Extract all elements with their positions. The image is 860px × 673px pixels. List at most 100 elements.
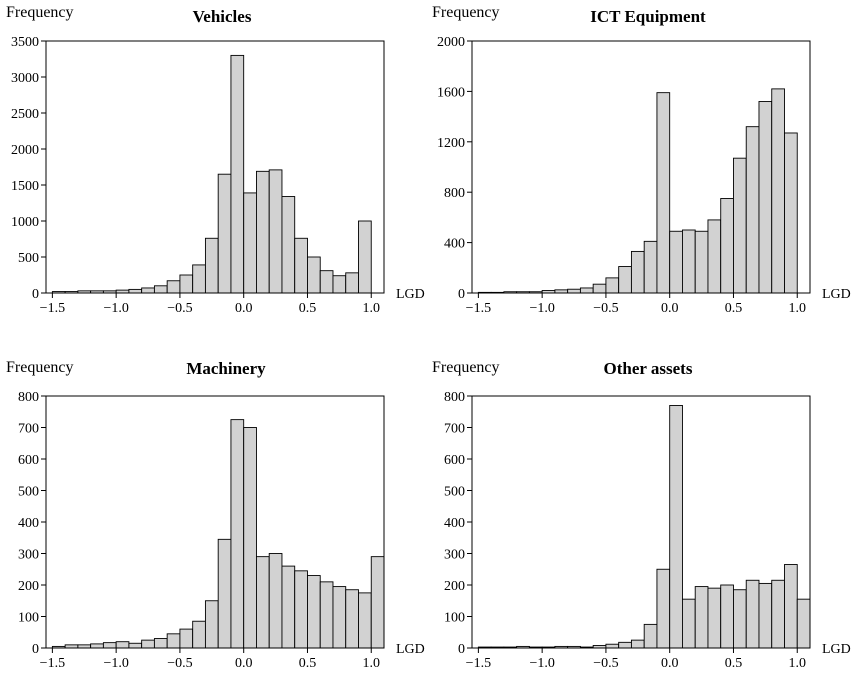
histogram-bar [758, 582, 773, 649]
x-tick-label: −1.0 [103, 656, 128, 671]
y-axis-label: Frequency [6, 359, 74, 376]
histogram-bar [643, 623, 658, 649]
x-tick-label: −1.5 [40, 301, 65, 316]
x-tick-label: −0.5 [593, 656, 618, 671]
y-tick-label: 100 [444, 611, 465, 626]
chart-title: ICT Equipment [590, 7, 706, 26]
x-tick-label: −1.0 [529, 301, 554, 316]
y-tick-label: 1500 [11, 179, 39, 194]
y-tick-label: 3000 [11, 71, 39, 86]
histogram-bar [307, 256, 321, 294]
y-tick-label: 2500 [11, 107, 39, 122]
histogram-bar [643, 240, 658, 294]
y-tick-label: 500 [18, 485, 39, 500]
histogram-bar [720, 198, 734, 294]
histogram-bar [682, 229, 696, 294]
histogram-bar [771, 579, 785, 649]
histogram-bar [294, 237, 308, 294]
x-tick-label: −0.5 [593, 301, 618, 316]
histogram-bar [694, 230, 709, 294]
chart-title: Machinery [186, 359, 266, 378]
histogram-bar [656, 92, 671, 294]
x-tick-label: −1.0 [529, 656, 554, 671]
histogram-bar [370, 556, 385, 649]
histogram-bar [294, 570, 308, 649]
histogram-bar [230, 54, 245, 294]
histogram-bar [307, 575, 321, 649]
y-axis-label: Frequency [6, 4, 74, 21]
x-tick-label: −1.5 [466, 656, 491, 671]
y-tick-label: 600 [18, 453, 39, 468]
y-tick-label: 0 [458, 642, 465, 657]
x-axis-label: LGD [822, 642, 851, 657]
x-tick-label: 0.0 [661, 656, 679, 671]
y-tick-label: 400 [444, 237, 465, 252]
histogram-bar [153, 285, 168, 294]
histogram-bar [179, 628, 194, 649]
histogram-bar [605, 643, 620, 649]
chart-panel-1: 0 500 1000 1500 2000 2500 3000 3500 −1.5 −1.0 −0.5… [6, 4, 425, 316]
x-tick-label: 0.0 [235, 301, 253, 316]
histogram-bar [758, 101, 773, 294]
y-tick-label: 3500 [11, 35, 39, 50]
chart-panel-2: 0 400 800 1200 1600 2000 −1.5 −1.0 −0.5 0.0 0.5 1.0… [432, 4, 851, 316]
y-tick-label: 0 [32, 287, 39, 302]
plot-frame [471, 40, 811, 294]
x-tick-label: 0.5 [725, 656, 743, 671]
x-tick-label: 1.0 [788, 301, 806, 316]
plot-frame [45, 40, 385, 294]
x-tick-label: 0.5 [299, 301, 317, 316]
y-tick-label: 1000 [11, 215, 39, 230]
histogram-bar [618, 641, 632, 649]
histogram-bar [115, 641, 130, 649]
histogram-bar [102, 642, 117, 649]
x-axis-label: LGD [822, 287, 851, 302]
histogram-bar [618, 266, 632, 294]
y-tick-label: 0 [32, 642, 39, 657]
x-tick-label: 0.5 [299, 656, 317, 671]
y-tick-label: 700 [444, 422, 465, 437]
histogram-bar [345, 272, 359, 294]
histogram-bar [332, 586, 347, 649]
histogram-bar [707, 219, 722, 294]
chart-panel-4: 0 100 200 300 400 500 600 700 800 −1.5 −1.0 −0.5 0.0… [432, 359, 851, 671]
histogram-bar [217, 538, 232, 649]
y-tick-label: 700 [18, 422, 39, 437]
x-tick-label: −1.5 [40, 656, 65, 671]
histogram-bar [669, 230, 683, 294]
histogram-bar [166, 280, 181, 294]
x-tick-label: 1.0 [788, 656, 806, 671]
histogram-bar [281, 196, 296, 294]
x-tick-label: 0.0 [235, 656, 253, 671]
y-tick-label: 100 [18, 611, 39, 626]
histogram-bar [345, 589, 359, 649]
histogram-bar [733, 157, 747, 294]
x-tick-label: 0.5 [725, 301, 743, 316]
histogram-bar [192, 620, 206, 649]
histogram-bar [579, 287, 594, 294]
histogram-bar [204, 237, 219, 294]
histogram-bar [243, 427, 257, 649]
histogram-bar [281, 565, 296, 649]
histogram-bar [90, 643, 104, 649]
y-tick-label: 800 [444, 186, 465, 201]
histogram-bar [319, 581, 334, 649]
histogram-bar [358, 592, 372, 649]
x-tick-label: 0.0 [661, 301, 679, 316]
histogram-bar [128, 642, 143, 649]
histogram-bar [141, 639, 155, 649]
x-tick-label: −1.5 [466, 301, 491, 316]
histogram-bar [166, 633, 181, 649]
histogram-bar [230, 419, 245, 649]
y-tick-label: 300 [18, 548, 39, 563]
histogram-bar [268, 553, 283, 649]
histogram-bar [745, 579, 760, 649]
histogram-bar [720, 584, 734, 649]
x-tick-label: 1.0 [362, 301, 380, 316]
y-tick-label: 600 [444, 453, 465, 468]
y-tick-label: 2000 [437, 35, 465, 50]
y-axis-label: Frequency [432, 4, 500, 21]
histogram-bar [332, 275, 347, 294]
histogram-bar [256, 170, 270, 294]
